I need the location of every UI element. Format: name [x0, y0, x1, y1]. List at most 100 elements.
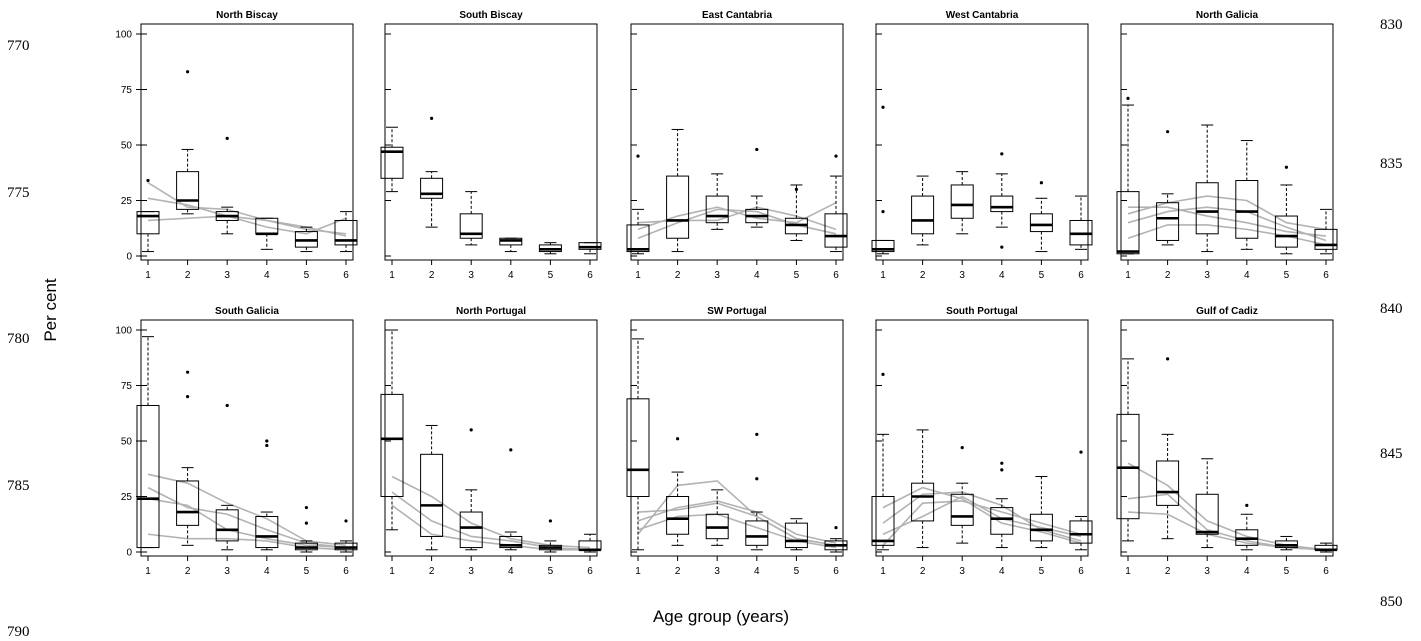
series-line: [147, 497, 347, 549]
outlier-point: [881, 105, 885, 109]
panel: West Cantabria 1 2 3 4 5 6: [871, 10, 1093, 281]
x-tick-label: 6: [1078, 270, 1084, 281]
box: [459, 511, 483, 549]
box: [1195, 493, 1219, 535]
box: [380, 393, 404, 498]
x-tick-label: 1: [880, 566, 886, 577]
box: [626, 224, 650, 253]
box: [136, 211, 160, 235]
box: [136, 404, 160, 549]
x-tick-label: 2: [1165, 566, 1171, 577]
x-tick-label: 4: [508, 566, 514, 577]
x-tick-label: 1: [145, 566, 151, 577]
panel-frame: [1120, 319, 1334, 557]
x-tick-label: 6: [1078, 566, 1084, 577]
series-line: [637, 202, 837, 231]
panel-title: West Cantabria: [946, 10, 1019, 21]
outlier-point: [794, 187, 799, 191]
x-tick-label: 2: [185, 566, 191, 577]
panel: East Cantabria 1 2 3 4 5 6: [626, 10, 848, 281]
panel-title: South Galicia: [215, 306, 279, 317]
x-tick-label: 5: [1284, 566, 1290, 577]
box: [1195, 182, 1219, 235]
x-tick-label: 2: [920, 270, 926, 281]
series-line: [1127, 224, 1327, 246]
x-tick-label: 4: [754, 270, 760, 281]
series-line: [1128, 206, 1327, 237]
y-tick-label: 100: [115, 326, 132, 337]
box: [176, 480, 200, 526]
series-line: [1127, 493, 1327, 551]
outlier-point: [960, 446, 964, 450]
panel-title: South Biscay: [459, 10, 523, 21]
outlier-point: [636, 154, 640, 158]
x-tick-label: 5: [1284, 270, 1290, 281]
x-tick-label: 3: [714, 270, 720, 281]
box: [176, 171, 200, 210]
y-tick-label: 50: [121, 437, 133, 448]
box: [1314, 228, 1338, 250]
outlier-point: [548, 519, 553, 523]
panel: South Portugal 1 2 3 4 5 6: [871, 306, 1093, 577]
y-tick-label: 25: [121, 196, 133, 207]
x-tick-label: 1: [1125, 270, 1131, 281]
y-tick-label: 50: [121, 141, 133, 152]
x-tick-label: 5: [548, 566, 554, 577]
panel-frame: [875, 23, 1089, 261]
x-tick-label: 6: [833, 566, 839, 577]
panel-title: North Portugal: [456, 306, 526, 317]
outlier-point: [1000, 461, 1004, 465]
x-tick-label: 3: [1204, 566, 1210, 577]
x-tick-label: 6: [587, 270, 593, 281]
box: [705, 195, 729, 224]
outlier-point: [755, 147, 759, 152]
box: [911, 482, 935, 522]
series-line: [882, 500, 1082, 546]
box: [380, 146, 404, 179]
series-line: [637, 500, 837, 544]
box: [871, 496, 895, 546]
line-number-left: 785: [7, 478, 30, 494]
x-tick-label: 6: [833, 270, 839, 281]
x-axis-title: Age group (years): [652, 607, 790, 626]
outlier-point: [186, 370, 190, 374]
x-tick-label: 3: [468, 270, 474, 281]
panel-title: SW Portugal: [707, 306, 767, 317]
y-tick-label: 75: [121, 381, 133, 392]
x-tick-label: 4: [264, 566, 270, 577]
x-tick-label: 6: [1323, 566, 1329, 577]
box: [990, 507, 1014, 535]
outlier-point: [755, 432, 759, 436]
box: [950, 184, 974, 219]
panel-frame: [630, 319, 844, 557]
x-tick-label: 1: [145, 270, 151, 281]
outlier-point: [1000, 152, 1004, 156]
panel-frame: [384, 319, 598, 557]
line-number-right: 840: [1380, 301, 1403, 317]
x-tick-label: 3: [468, 566, 474, 577]
line-number-right: 850: [1380, 594, 1403, 610]
x-tick-label: 2: [675, 566, 681, 577]
box: [459, 213, 483, 239]
line-number-left: 775: [7, 185, 30, 201]
x-tick-label: 2: [429, 270, 435, 281]
panel-frame: [384, 23, 598, 261]
box: [950, 493, 974, 526]
x-tick-label: 6: [587, 566, 593, 577]
x-tick-label: 6: [1323, 270, 1329, 281]
panel-frame: [1120, 23, 1334, 261]
x-tick-label: 1: [635, 566, 641, 577]
series-line: [147, 486, 347, 549]
series-line: [391, 491, 591, 551]
box: [578, 540, 602, 551]
box: [626, 398, 650, 498]
box: [871, 239, 895, 253]
x-tick-label: 2: [185, 270, 191, 281]
x-tick-label: 5: [1039, 270, 1045, 281]
outlier-point: [1000, 468, 1004, 472]
box: [1116, 191, 1140, 255]
series-line: [882, 491, 1082, 542]
x-tick-label: 2: [675, 270, 681, 281]
box: [1274, 215, 1298, 248]
